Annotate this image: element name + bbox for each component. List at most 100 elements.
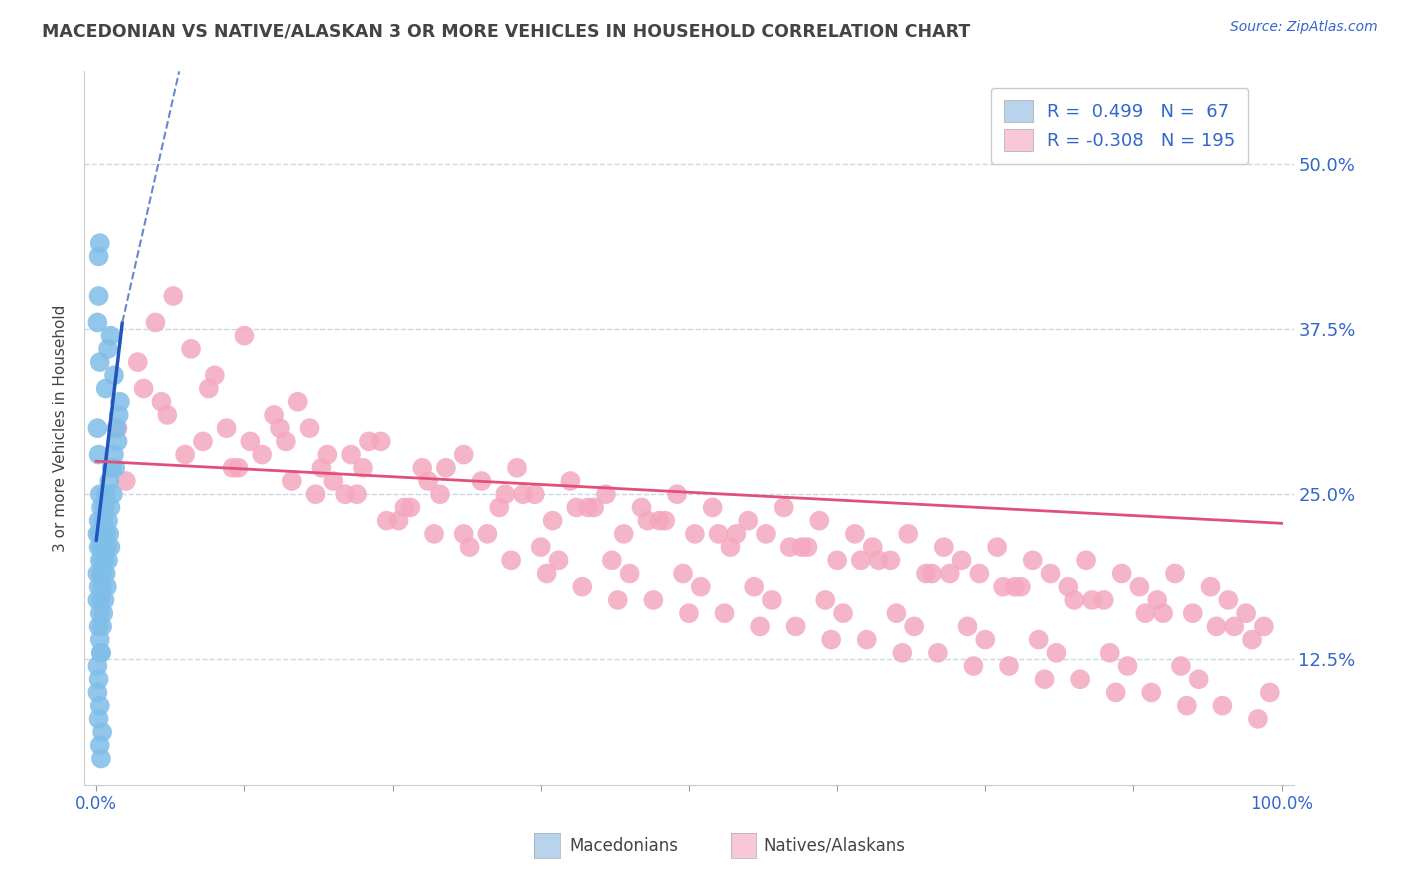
Point <box>1039 566 1062 581</box>
Point <box>619 566 641 581</box>
Point <box>932 540 955 554</box>
Point <box>666 487 689 501</box>
Point <box>672 566 695 581</box>
Point <box>761 593 783 607</box>
Point <box>1081 593 1104 607</box>
Point <box>488 500 510 515</box>
Point <box>233 328 256 343</box>
Point <box>808 514 831 528</box>
Point <box>1092 593 1115 607</box>
Point <box>156 408 179 422</box>
Point <box>547 553 569 567</box>
Point <box>1028 632 1050 647</box>
Point <box>1223 619 1246 633</box>
Point <box>915 566 938 581</box>
Point <box>90 500 112 515</box>
Point <box>346 487 368 501</box>
Point <box>96 540 118 554</box>
Point <box>541 514 564 528</box>
Point <box>93 593 115 607</box>
Point <box>1074 553 1097 567</box>
Point <box>103 448 125 462</box>
Point <box>89 606 111 620</box>
Point <box>1128 580 1150 594</box>
Point <box>643 593 665 607</box>
Point <box>434 460 457 475</box>
Point <box>1240 632 1263 647</box>
Point <box>105 421 128 435</box>
Point <box>100 328 122 343</box>
Point <box>1022 553 1045 567</box>
Point <box>91 725 114 739</box>
Point <box>269 421 291 435</box>
Point <box>755 527 778 541</box>
Point <box>87 249 110 263</box>
Point <box>595 487 617 501</box>
Point <box>506 460 529 475</box>
Point <box>927 646 949 660</box>
Point <box>87 580 110 594</box>
Point <box>879 553 901 567</box>
Point <box>779 540 801 554</box>
Point <box>713 606 735 620</box>
Point <box>494 487 516 501</box>
Point <box>91 566 114 581</box>
Point <box>93 553 115 567</box>
Point <box>94 566 117 581</box>
Point <box>97 342 120 356</box>
Text: Macedonians: Macedonians <box>569 837 679 855</box>
Point <box>91 527 114 541</box>
Point <box>606 593 628 607</box>
Point <box>97 553 120 567</box>
Point <box>87 514 110 528</box>
Point <box>86 315 108 329</box>
Point <box>583 500 606 515</box>
Point <box>725 527 748 541</box>
Text: Source: ZipAtlas.com: Source: ZipAtlas.com <box>1230 20 1378 34</box>
Point <box>501 553 523 567</box>
Point <box>86 527 108 541</box>
Point <box>100 460 122 475</box>
Point <box>1211 698 1233 713</box>
Point <box>191 434 214 449</box>
Point <box>565 500 588 515</box>
Point <box>352 460 374 475</box>
Point <box>304 487 326 501</box>
Point <box>654 514 676 528</box>
Point <box>1069 672 1091 686</box>
Point <box>796 540 818 554</box>
Point <box>1140 685 1163 699</box>
Point <box>91 553 114 567</box>
Point <box>93 500 115 515</box>
Point <box>94 527 117 541</box>
Point <box>814 593 837 607</box>
Y-axis label: 3 or more Vehicles in Household: 3 or more Vehicles in Household <box>52 304 67 552</box>
Point <box>89 487 111 501</box>
Point <box>86 421 108 435</box>
Point <box>891 646 914 660</box>
Point <box>221 460 243 475</box>
Point <box>998 659 1021 673</box>
Point <box>90 593 112 607</box>
Point <box>1004 580 1026 594</box>
Point <box>458 540 481 554</box>
Point <box>150 394 173 409</box>
Point <box>630 500 652 515</box>
Point <box>90 751 112 765</box>
Point <box>571 580 593 594</box>
Point <box>107 434 129 449</box>
Point <box>89 527 111 541</box>
Point <box>950 553 973 567</box>
Point <box>477 527 499 541</box>
Legend: R =  0.499   N =  67, R = -0.308   N = 195: R = 0.499 N = 67, R = -0.308 N = 195 <box>991 87 1249 164</box>
Point <box>1205 619 1227 633</box>
Point <box>855 632 877 647</box>
Point <box>1164 566 1187 581</box>
Point <box>174 448 197 462</box>
Point <box>613 527 636 541</box>
Point <box>86 593 108 607</box>
Point <box>340 448 363 462</box>
Point <box>91 580 114 594</box>
Point <box>1152 606 1174 620</box>
Point <box>98 474 121 488</box>
